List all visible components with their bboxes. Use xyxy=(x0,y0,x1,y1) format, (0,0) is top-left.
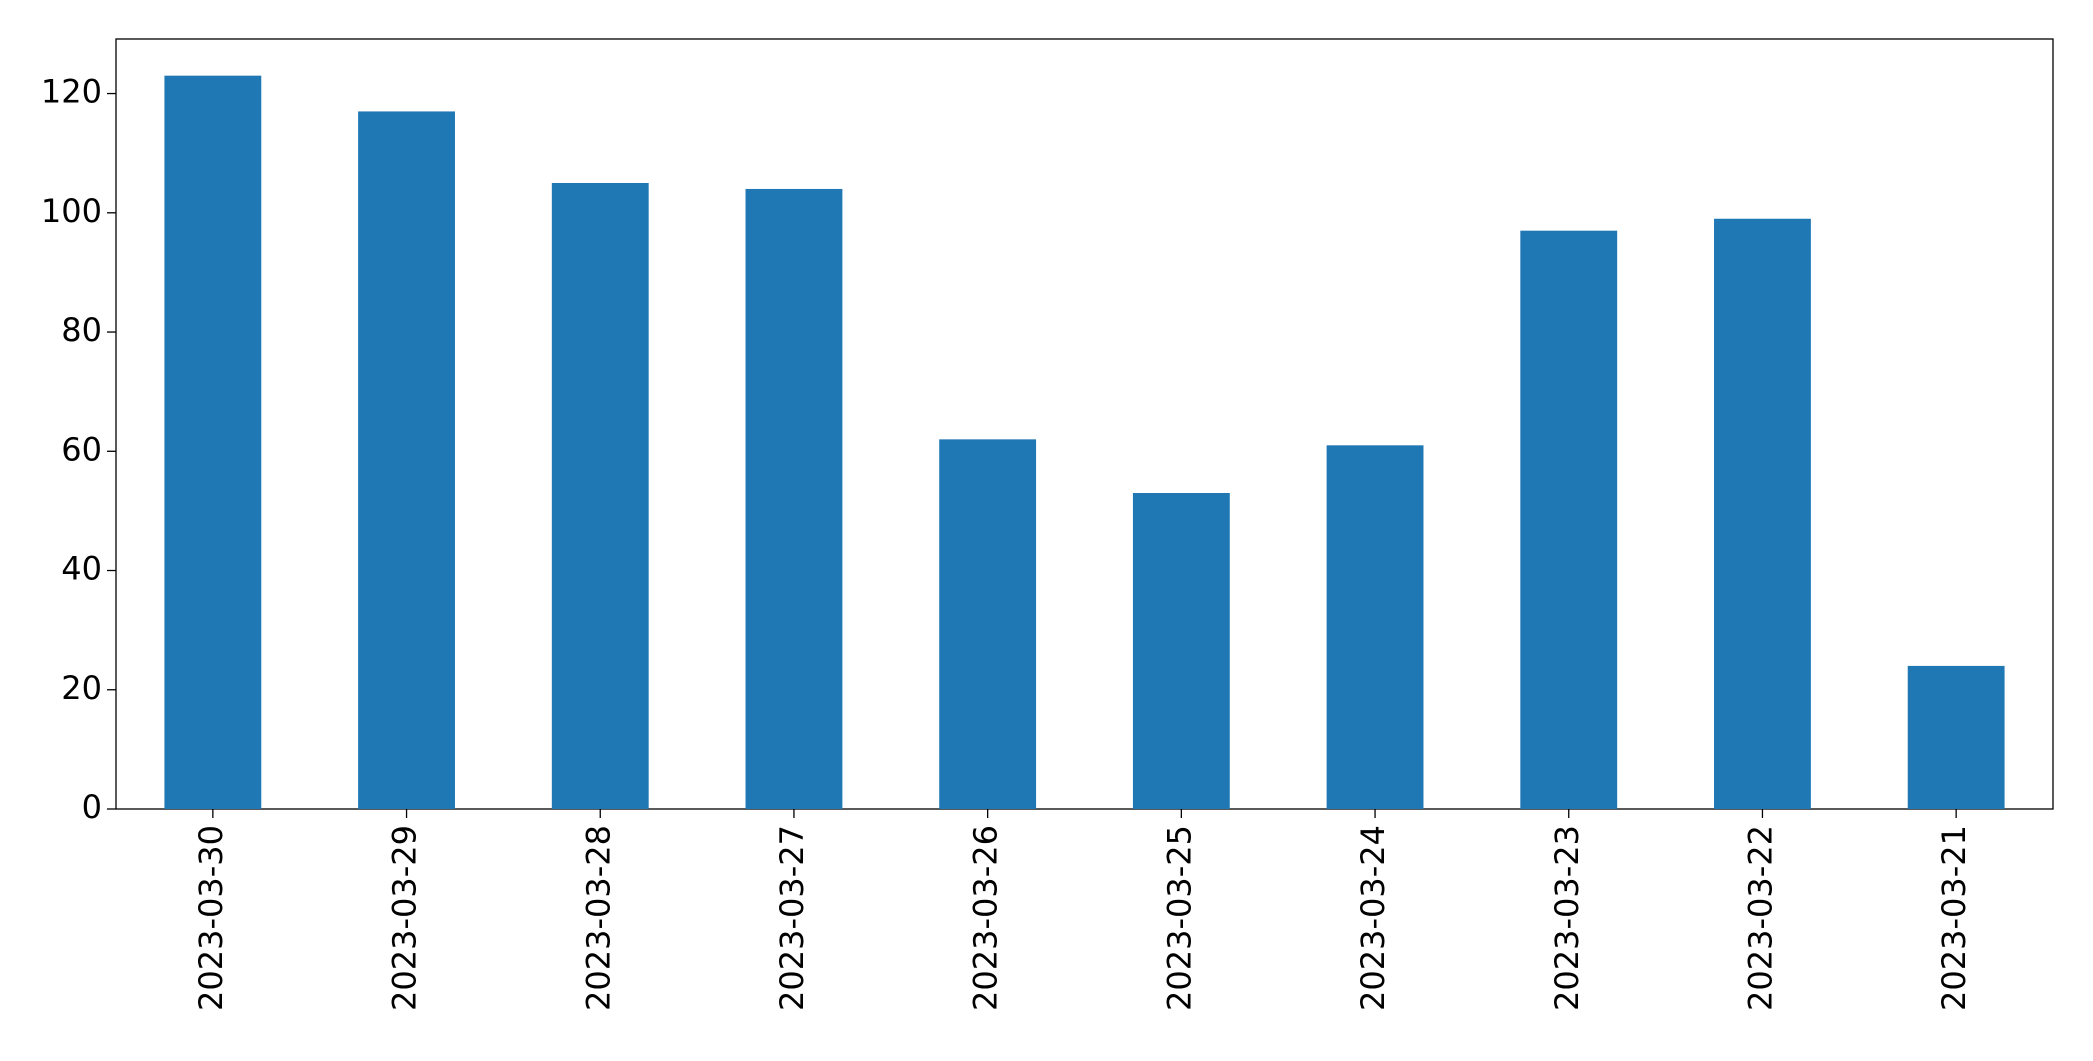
y-tick-label: 0 xyxy=(82,788,102,826)
bar xyxy=(358,111,455,809)
x-tick-label: 2023-03-29 xyxy=(386,825,424,1011)
bar xyxy=(745,188,843,809)
x-tick-label: 2023-03-24 xyxy=(1354,825,1392,1011)
y-tick-label: 20 xyxy=(61,669,102,707)
bar xyxy=(551,182,649,809)
x-tick-label: 2023-03-21 xyxy=(1935,825,1973,1011)
bar xyxy=(1714,218,1811,809)
x-tick-label: 2023-03-26 xyxy=(967,825,1005,1011)
bar xyxy=(1326,445,1424,809)
x-tick-label: 2023-03-28 xyxy=(579,825,617,1011)
y-tick-label: 40 xyxy=(61,550,102,588)
y-tick-label: 120 xyxy=(41,73,102,111)
y-tick-label: 100 xyxy=(41,192,102,230)
x-tick-label: 2023-03-22 xyxy=(1741,825,1779,1011)
bar xyxy=(1907,665,2005,809)
bar xyxy=(1132,493,1230,809)
x-tick-label: 2023-03-23 xyxy=(1548,825,1586,1011)
x-tick-label: 2023-03-30 xyxy=(192,825,230,1011)
bar xyxy=(1520,230,1618,809)
bar xyxy=(164,75,262,809)
bar xyxy=(939,439,1037,809)
x-tick-label: 2023-03-25 xyxy=(1160,825,1198,1011)
y-tick-label: 60 xyxy=(61,430,102,468)
plot-frame xyxy=(115,38,2054,810)
y-tick-label: 80 xyxy=(61,311,102,349)
x-tick-label: 2023-03-27 xyxy=(773,825,811,1011)
